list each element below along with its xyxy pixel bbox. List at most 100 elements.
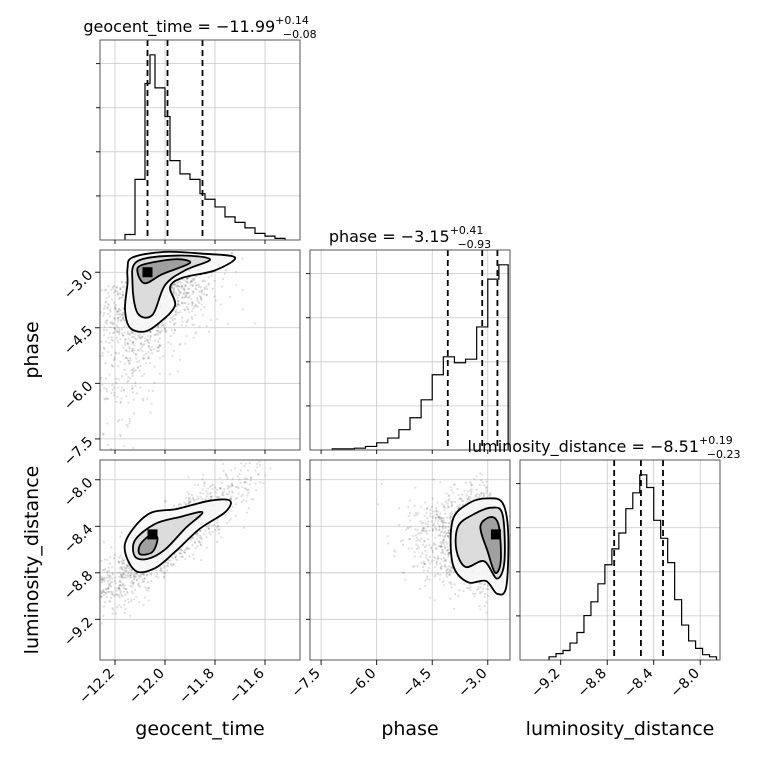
sample-point [230, 252, 234, 255]
sample-point [175, 308, 178, 312]
sample-point [112, 322, 115, 325]
sample-point [180, 555, 184, 559]
sample-point [131, 371, 134, 374]
sample-point [122, 346, 125, 349]
sample-point [421, 543, 425, 546]
sample-point [84, 609, 86, 611]
sample-point [126, 330, 129, 334]
sample-point [133, 344, 136, 347]
sample-point [122, 293, 125, 297]
sample-point [441, 548, 445, 551]
sample-point [184, 496, 188, 499]
sample-point [195, 330, 198, 334]
sample-point [131, 384, 134, 388]
sample-point [194, 332, 197, 335]
sample-point [185, 334, 188, 338]
sample-point [202, 279, 205, 282]
sample-point [125, 576, 128, 579]
sample-point [473, 592, 477, 595]
sample-point [165, 330, 168, 334]
sample-point [437, 557, 440, 560]
sample-point [436, 513, 439, 516]
sample-point [440, 557, 443, 561]
sample-point [185, 321, 188, 324]
sample-point [105, 571, 108, 574]
sample-point [93, 584, 95, 586]
sample-point [119, 606, 122, 609]
y-tick-label: −7.5 [61, 434, 96, 469]
sample-point [433, 522, 436, 526]
sample-point [415, 536, 418, 539]
sample-point [122, 319, 126, 322]
sample-point [142, 580, 146, 583]
sample-point [177, 285, 180, 288]
sample-point [409, 519, 412, 522]
sample-point [209, 485, 212, 488]
sample-point [184, 551, 187, 554]
sample-point [139, 341, 143, 344]
sample-point [78, 603, 80, 605]
sample-point [166, 569, 169, 572]
sample-point [216, 521, 219, 524]
sample-point [134, 381, 137, 384]
sample-point [242, 526, 245, 530]
sample-point [94, 588, 96, 590]
sample-point [105, 595, 108, 599]
sample-point [137, 334, 140, 337]
sample-point [478, 582, 481, 585]
sample-point [216, 518, 219, 521]
sample-point [230, 469, 233, 472]
sample-point [186, 318, 190, 321]
sample-point [449, 486, 452, 489]
sample-point [425, 507, 428, 510]
sample-point [177, 294, 180, 297]
sample-point [118, 579, 122, 582]
sample-point [166, 562, 169, 565]
sample-point [203, 305, 206, 309]
sample-point [127, 575, 130, 578]
sample-point [117, 378, 120, 381]
sample-point [181, 296, 184, 299]
sample-point [107, 587, 110, 590]
sample-point [194, 303, 197, 307]
sample-point [127, 567, 130, 570]
sample-point [124, 356, 127, 360]
sample-point [120, 568, 123, 571]
sample-point [227, 485, 231, 489]
sample-point [244, 481, 247, 484]
sample-point [199, 308, 202, 311]
sample-point [191, 284, 194, 287]
sample-point [88, 320, 90, 322]
title-luminosity_distance: luminosity_distance = −8.51+0.19 −0.23 [468, 434, 741, 461]
sample-point [469, 496, 472, 499]
sample-point [105, 591, 108, 594]
sample-point [100, 591, 103, 595]
sample-point [120, 531, 123, 534]
sample-point [482, 494, 485, 497]
sample-point [191, 310, 194, 313]
sample-point [442, 540, 445, 543]
sample-point [126, 425, 129, 428]
sample-point [100, 595, 103, 598]
sample-point [171, 286, 174, 289]
sample-point [115, 612, 118, 615]
sample-point [102, 307, 106, 310]
sample-point [197, 497, 200, 500]
sample-point [447, 573, 451, 576]
sample-point [122, 569, 125, 572]
sample-point [197, 541, 200, 544]
sample-point [172, 283, 175, 287]
sample-point [126, 357, 129, 360]
sample-point [101, 576, 104, 580]
sample-point [458, 589, 461, 592]
sample-point [140, 335, 143, 339]
sample-point [106, 422, 109, 425]
sample-point [82, 465, 84, 467]
x-tick-label: −8.0 [668, 666, 703, 701]
sample-point [120, 566, 123, 569]
sample-point [128, 347, 132, 350]
sample-point [452, 483, 455, 487]
sample-point [86, 610, 88, 612]
sample-point [135, 392, 139, 395]
sample-point [480, 479, 483, 482]
